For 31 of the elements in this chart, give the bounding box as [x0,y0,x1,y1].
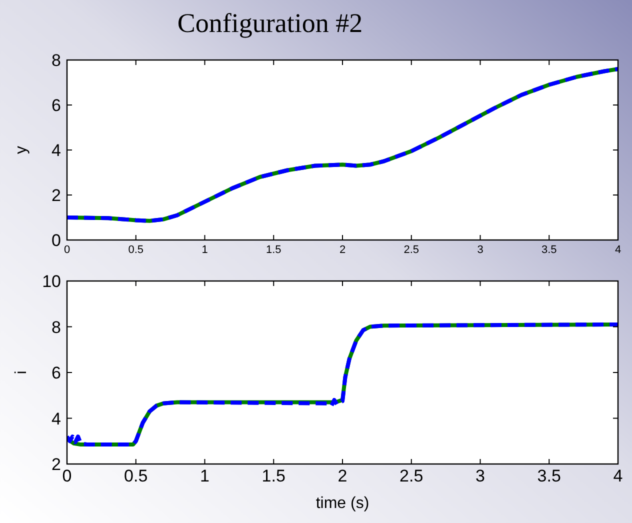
y-tick-label: 2 [52,186,61,206]
x-axis-title: time (s) [316,495,370,512]
x-tick-label: 1.5 [262,466,286,486]
x-tick-label: 3 [476,466,485,486]
y-tick-label: 6 [52,364,61,383]
x-tick-label: 3.5 [537,466,561,486]
line-series [67,67,620,223]
x-tick-label: 0.5 [128,244,144,256]
y-tick-label: 8 [52,318,61,337]
x-tick-label: 2 [339,244,346,256]
x-tick-label: 3 [477,244,484,256]
x-tick-label: 4 [614,244,622,256]
y-tick-label: 4 [52,141,61,160]
y-tick-label: 10 [42,272,61,292]
chart-title: Configuration #2 [177,8,363,38]
x-tick-label: 2 [338,466,348,486]
y-tick-label: 4 [52,409,61,428]
x-tick-label: 2.5 [404,244,420,256]
x-tick-label: 4 [613,466,623,486]
y-tick-label: 8 [52,51,61,70]
x-tick-label: 1.5 [266,244,282,256]
y-tick-label: 6 [52,96,61,116]
y-axis-title: i [13,370,30,374]
y-axis-title: y [13,146,30,154]
x-tick-label: 1 [202,244,208,256]
line-series [67,322,620,447]
x-tick-label: 0.5 [124,466,148,486]
x-tick-label: 0 [64,244,70,256]
x-tick-label: 1 [200,466,210,486]
x-tick-label: 3.5 [541,244,557,256]
x-tick-label: 2.5 [400,466,424,486]
